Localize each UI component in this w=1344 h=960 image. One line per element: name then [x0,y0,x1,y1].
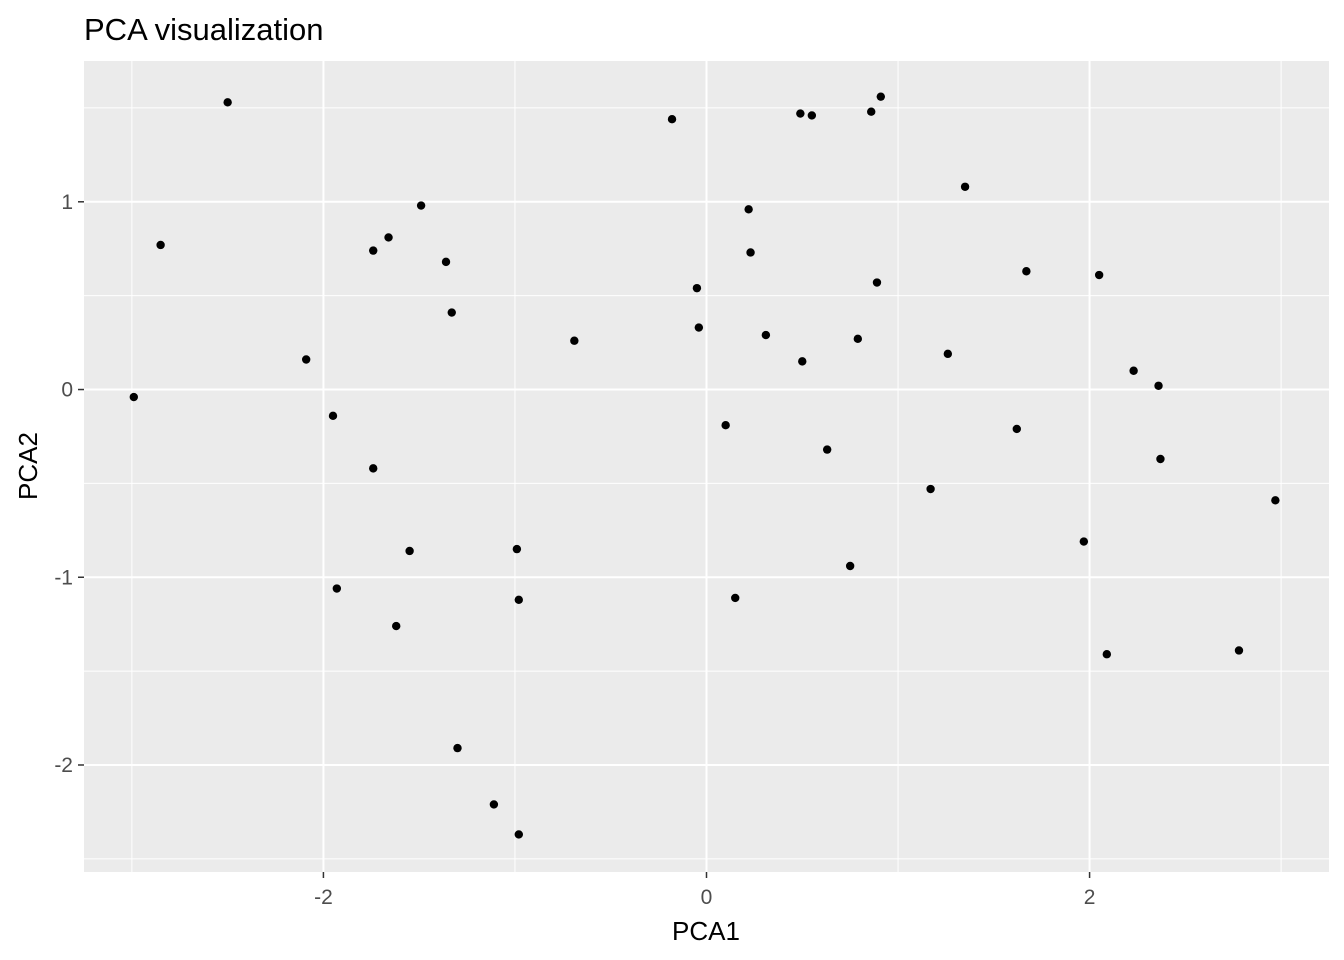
x-tick-label: 2 [1084,886,1096,909]
data-point [744,205,753,214]
data-point [796,109,805,118]
data-point [926,484,935,494]
y-tick-label: -2 [54,754,73,777]
data-point [1079,537,1089,546]
data-point [746,248,755,257]
data-point [1012,424,1021,434]
data-point [822,445,832,454]
data-point [960,182,970,191]
data-point [447,308,456,317]
data-point [441,257,451,267]
data-point [761,330,771,340]
x-axis-title: PCA1 [672,916,740,946]
major-gridlines [84,61,1329,872]
data-point [405,546,414,556]
data-point [1094,270,1104,280]
data-point [1234,646,1244,655]
data-point [721,420,730,430]
data-point [667,114,677,124]
data-point [369,246,378,255]
scatter-points [129,92,1280,839]
data-point [872,278,882,287]
y-axis-title: PCA2 [13,432,43,500]
x-axis: -2 0 2 [314,872,1095,909]
data-point [570,336,579,345]
data-point [328,411,338,421]
y-tick-label: -1 [54,566,73,589]
data-point [1154,381,1163,390]
x-tick-label: 0 [701,886,713,909]
data-point [453,743,462,753]
data-point [384,233,393,242]
data-point [731,593,740,603]
data-point [514,830,523,839]
data-point [1102,650,1112,659]
data-point [694,323,704,332]
data-point [416,201,426,210]
y-tick-label: 0 [61,379,73,402]
data-point [1156,454,1165,464]
data-point [807,111,817,120]
data-point [332,584,342,593]
data-point [514,595,523,604]
data-point [798,357,807,366]
data-point [845,561,855,571]
data-point [867,107,876,116]
data-point [1022,267,1031,276]
data-point [692,283,702,293]
chart-title: PCA visualization [84,12,324,47]
data-point [1129,366,1138,375]
data-point [512,544,522,554]
data-point [369,464,378,473]
data-point [853,334,863,344]
y-axis: -2 -1 0 1 [54,191,84,777]
data-point [301,355,311,364]
data-point [156,240,165,250]
x-tick-label: -2 [314,886,333,909]
y-tick-label: 1 [61,191,73,214]
data-point [223,98,232,107]
data-point [1271,496,1280,505]
data-point [489,800,499,809]
data-point [943,349,953,359]
data-point [129,392,138,402]
data-point [392,621,401,631]
data-point [876,92,885,101]
